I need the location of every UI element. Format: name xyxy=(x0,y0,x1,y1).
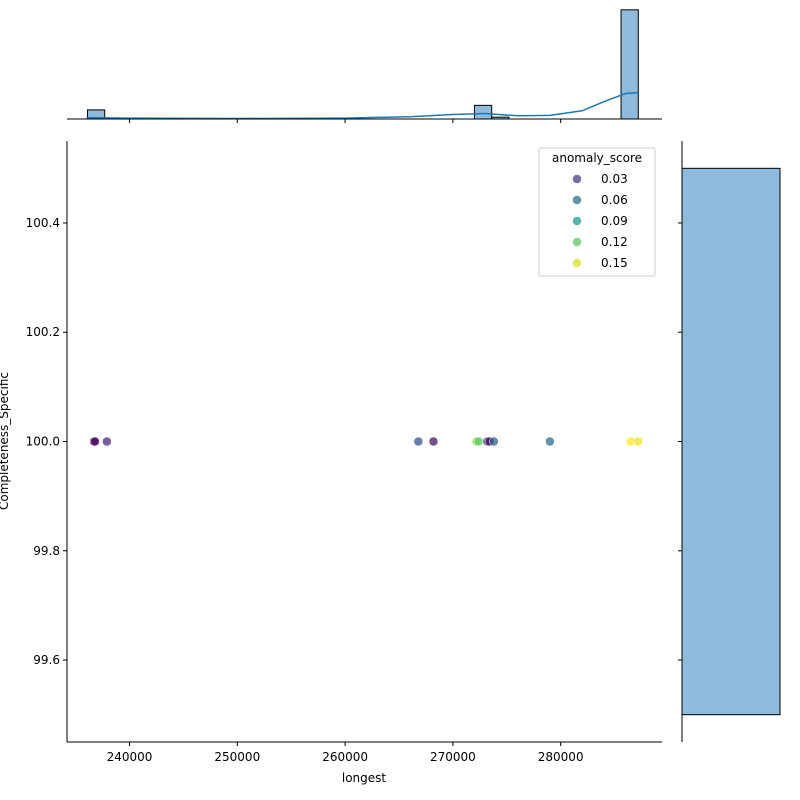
scatter-point xyxy=(102,436,112,447)
legend-title: anomaly_score xyxy=(552,151,642,165)
top-kde-curve xyxy=(86,91,639,120)
y-axis-ticks: 99.6 99.8 100.0 100.2 100.4 xyxy=(26,216,67,667)
top-marginal-histogram xyxy=(67,9,662,123)
scatter-point xyxy=(428,436,439,447)
main-scatter-plot: 240000 250000 260000 270000 280000 99.6 99.8 1… xyxy=(0,141,662,785)
scatter-points xyxy=(89,436,644,447)
scatter-point xyxy=(90,436,100,447)
x-tick-label: 240000 xyxy=(107,750,153,764)
scatter-point xyxy=(633,436,644,447)
x-axis-label: longest xyxy=(342,771,387,785)
x-axis-ticks: 240000 250000 260000 270000 280000 xyxy=(107,742,584,764)
y-tick-label: 100.4 xyxy=(26,216,60,230)
scatter-point xyxy=(545,436,555,447)
x-tick-label: 260000 xyxy=(322,750,368,764)
x-tick-label: 250000 xyxy=(214,750,260,764)
top-axis-ticks xyxy=(129,119,562,123)
legend-label: 0.03 xyxy=(601,172,628,186)
scatter-point xyxy=(474,436,484,447)
x-tick-label: 270000 xyxy=(430,750,476,764)
y-tick-label: 99.8 xyxy=(33,544,60,558)
legend-label: 0.12 xyxy=(601,235,628,249)
top-histogram-bar xyxy=(620,9,639,120)
right-axis-ticks xyxy=(678,222,682,661)
legend-label: 0.15 xyxy=(601,256,628,270)
legend-frame xyxy=(538,147,656,277)
y-tick-label: 99.6 xyxy=(33,653,60,667)
top-histogram-bar xyxy=(473,104,493,120)
legend-marker xyxy=(572,237,582,247)
legend-marker xyxy=(572,216,582,226)
y-axis-label: Completeness_Specific xyxy=(0,372,11,510)
scatter-point xyxy=(489,436,499,447)
top-histogram-bars xyxy=(86,9,639,120)
legend-marker xyxy=(572,195,582,205)
scatter-point xyxy=(413,436,424,447)
legend-marker xyxy=(572,258,582,268)
x-tick-label: 280000 xyxy=(538,750,584,764)
legend-marker xyxy=(572,174,582,184)
right-histogram-bars xyxy=(681,167,781,716)
legend: anomaly_score 0.03 0.06 0.09 0.12 0.15 xyxy=(538,147,656,277)
right-histogram-bar xyxy=(681,167,781,716)
y-tick-label: 100.0 xyxy=(26,435,60,449)
legend-label: 0.09 xyxy=(601,214,628,228)
legend-entries: 0.03 0.06 0.09 0.12 0.15 xyxy=(572,172,628,270)
right-marginal-histogram xyxy=(678,141,781,742)
y-tick-label: 100.2 xyxy=(26,325,60,339)
legend-label: 0.06 xyxy=(601,193,628,207)
